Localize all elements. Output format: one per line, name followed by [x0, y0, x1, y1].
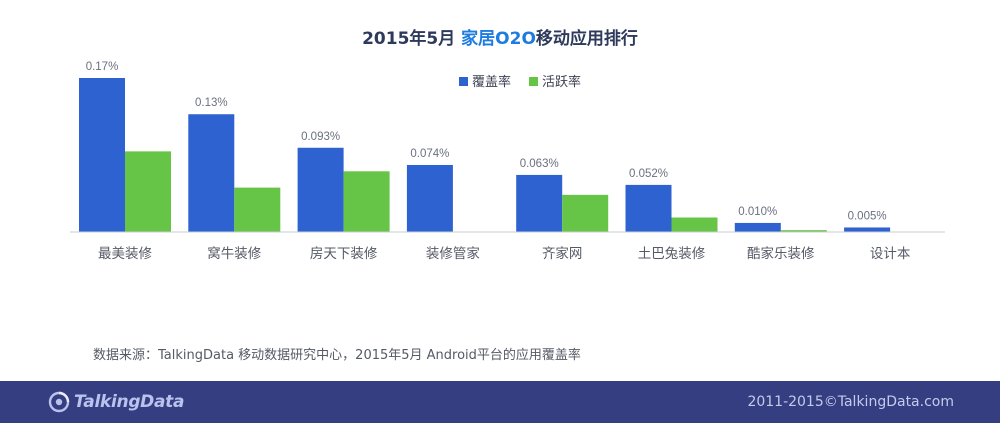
chart-title: 2015年5月 家居O2O移动应用排行	[0, 24, 1000, 49]
x-tick-label-7: 设计本	[870, 246, 911, 262]
data-label-coverage-4: 0.063%	[520, 158, 559, 170]
bar-active-2	[343, 171, 390, 232]
data-label-coverage-5: 0.052%	[629, 168, 668, 180]
x-tick-label-5: 土巴兔装修	[638, 246, 706, 262]
talkingdata-logo[interactable]: TalkingData	[48, 389, 184, 415]
legend-label-0: 覆盖率	[472, 74, 511, 90]
source-note: 数据来源：TalkingData 移动数据研究中心，2015年5月 Androi…	[93, 348, 581, 363]
bar-coverage-3	[406, 164, 453, 232]
logo-icon	[48, 391, 70, 413]
bar-coverage-7	[844, 227, 891, 232]
x-tick-label-1: 窝牛装修	[207, 245, 261, 262]
x-tick-label-4: 齐家网	[542, 245, 583, 262]
legend-label-1: 活跃率	[542, 74, 581, 90]
x-tick-label-6: 酷家乐装修	[747, 245, 815, 262]
x-tick-label-0: 最美装修	[98, 246, 152, 262]
bar-coverage-2	[297, 147, 344, 232]
bar-active-0	[125, 151, 171, 232]
legend: 覆盖率 活跃率	[459, 74, 581, 90]
footer-bar: TalkingData 2011-2015©TalkingData.com	[0, 381, 1000, 423]
bar-active-6	[780, 230, 827, 232]
x-tick-labels: 最美装修 窝牛装修 房天下装修 装修管家 齐家网 土巴兔装修 酷家乐装修 设计本	[98, 245, 911, 262]
data-label-coverage-2: 0.093%	[301, 131, 340, 143]
bars-layer: 0.17% 0.13% 0.093% 0.074% 0.063% 0.052% 0.010%…	[79, 61, 891, 232]
title-highlight: 家居O2O	[461, 29, 536, 49]
bar-coverage-5	[625, 184, 672, 232]
bar-coverage-6	[734, 222, 781, 232]
bar-active-4	[562, 194, 609, 232]
legend-swatch-0	[459, 77, 468, 86]
data-label-coverage-7: 0.005%	[848, 210, 887, 222]
data-label-coverage-6: 0.010%	[738, 206, 777, 218]
legend-swatch-1	[529, 77, 538, 86]
bar-active-5	[671, 217, 718, 232]
title-suffix: 移动应用排行	[535, 29, 638, 49]
bar-coverage-1	[188, 114, 235, 232]
data-label-coverage-1: 0.13%	[195, 97, 228, 109]
x-tick-label-2: 房天下装修	[310, 246, 378, 262]
bar-chart: 0.17% 0.13% 0.093% 0.074% 0.063% 0.052% 0.010%…	[70, 61, 945, 262]
bar-coverage-0	[79, 78, 125, 232]
bar-active-1	[234, 187, 281, 232]
title-prefix: 2015年5月	[362, 29, 456, 49]
logo-text: TalkingData	[74, 392, 185, 412]
x-tick-label-3: 装修管家	[426, 245, 480, 262]
copyright-text: 2011-2015©TalkingData.com	[747, 394, 954, 410]
data-label-coverage-3: 0.074%	[410, 148, 449, 160]
bar-coverage-4	[516, 174, 563, 232]
data-label-coverage-0: 0.17%	[86, 61, 119, 73]
